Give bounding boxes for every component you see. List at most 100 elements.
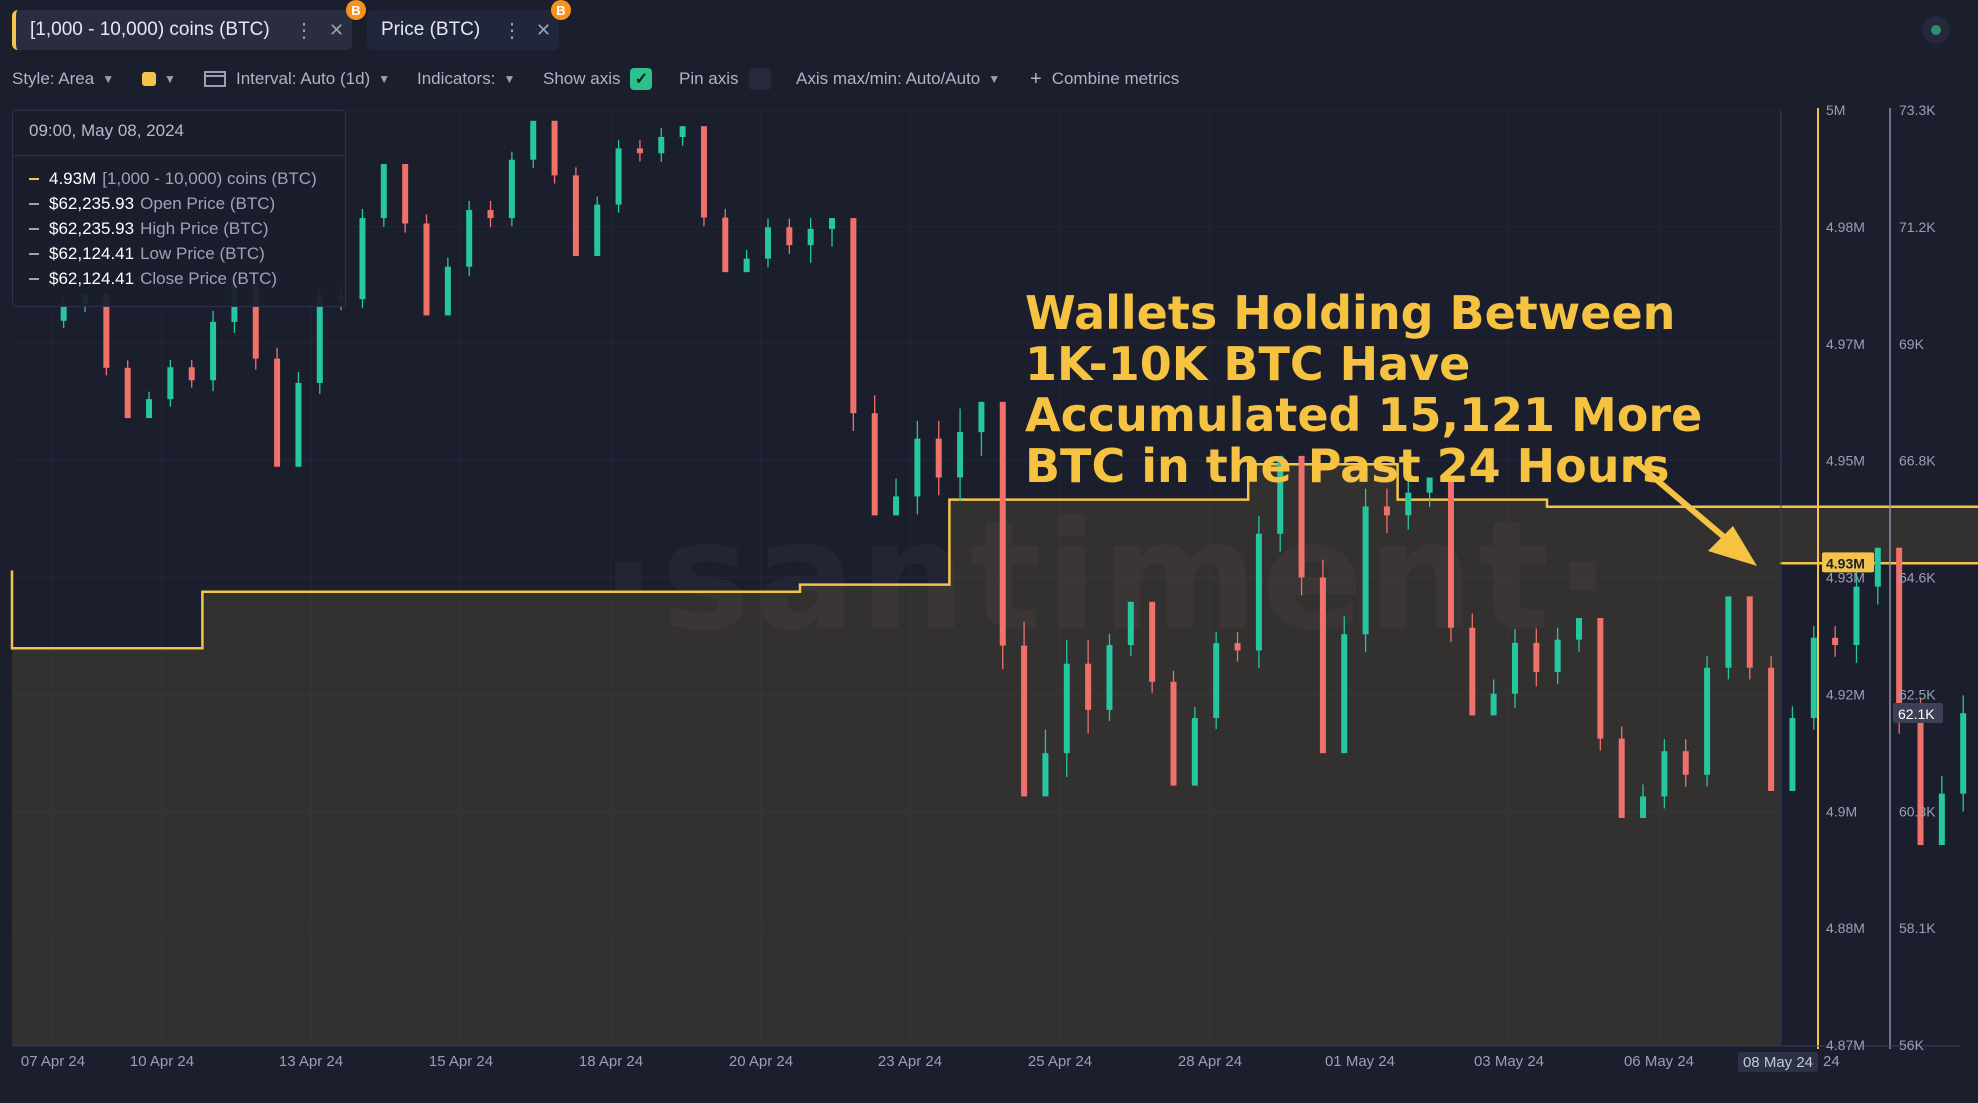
- candle-body: [466, 209, 473, 267]
- price-candle: [786, 218, 793, 254]
- show-axis-label: Show axis: [543, 69, 621, 88]
- candle-body: [1810, 637, 1817, 719]
- price-candle: [444, 257, 451, 316]
- candle-body: [1341, 634, 1348, 754]
- price-candle: [167, 359, 174, 407]
- close-icon[interactable]: ✕: [329, 19, 345, 40]
- left-axis-tick-label: 4.92M: [1826, 686, 1865, 702]
- price-candle: [1319, 559, 1326, 754]
- close-icon[interactable]: ✕: [536, 19, 552, 40]
- checkbox-checked-icon[interactable]: ✓: [630, 68, 653, 90]
- price-candle: [829, 218, 836, 247]
- price-candle: [1490, 679, 1497, 716]
- candle-body: [1661, 751, 1668, 797]
- price-candle: [423, 214, 430, 316]
- axis-maxmin-dropdown[interactable]: Axis max/min: Auto/Auto ▼: [796, 66, 1000, 92]
- price-candle: [295, 371, 302, 467]
- candle-body: [893, 496, 900, 516]
- price-candle: [1469, 613, 1476, 716]
- price-candle: [1383, 488, 1390, 534]
- price-candle: [380, 164, 387, 228]
- candle-body: [1768, 667, 1775, 791]
- candle-body: [935, 438, 942, 478]
- price-candle: [1042, 729, 1049, 797]
- left-axis-tick-label: 4.95M: [1826, 453, 1865, 469]
- candle-body: [1469, 627, 1476, 716]
- candle-body: [551, 120, 558, 176]
- tooltip-value: 4.93M: [49, 169, 97, 188]
- candle-body: [700, 126, 707, 218]
- candle-body: [1298, 455, 1305, 578]
- tooltip-row-open: $62,235.93 Open Price (BTC): [29, 193, 275, 215]
- price-candle: [487, 200, 494, 228]
- price-candle: [1661, 739, 1668, 809]
- price-candle: [1341, 616, 1348, 754]
- price-candle: [999, 401, 1006, 670]
- tooltip-label: [1,000 - 10,000) coins (BTC): [102, 169, 317, 188]
- candle-body: [1277, 455, 1284, 534]
- annotation-arrow-icon: [1629, 456, 1757, 566]
- candle-body: [423, 223, 430, 316]
- interval-label: Interval: Auto (1d): [236, 69, 371, 88]
- candle-body: [60, 304, 67, 321]
- tooltip-date: 09:00, May 08, 2024: [29, 121, 185, 140]
- right-axis-tick-label: 62.5K: [1899, 686, 1936, 702]
- style-dropdown[interactable]: Style: Area ▼: [12, 66, 114, 92]
- more-options-icon[interactable]: ⋮: [502, 19, 522, 42]
- price-candle: [1554, 627, 1561, 685]
- price-candle: [957, 408, 964, 502]
- candle-body: [1725, 596, 1732, 668]
- left-axis-tick-label: 4.88M: [1826, 920, 1865, 936]
- checkbox-empty-icon[interactable]: [748, 68, 771, 90]
- tab-holders-1k-10k[interactable]: [1,000 - 10,000) coins (BTC) ⋮ ✕ B: [12, 0, 366, 50]
- tab-price-btc[interactable]: Price (BTC) ⋮ ✕ B: [367, 0, 571, 50]
- price-candle: [1298, 455, 1305, 596]
- price-candle: [1255, 515, 1262, 669]
- price-candle: [914, 420, 921, 515]
- pin-axis-toggle[interactable]: Pin axis: [679, 66, 771, 92]
- combine-metrics-button[interactable]: + Combine metrics: [1030, 66, 1179, 92]
- price-candle: [1832, 626, 1839, 657]
- color-dropdown[interactable]: ▼: [142, 66, 176, 92]
- status-dot-icon[interactable]: [1922, 16, 1950, 44]
- price-candle: [893, 478, 900, 516]
- candle-body: [850, 218, 857, 414]
- candle-body: [210, 321, 217, 381]
- candle-body: [1597, 618, 1604, 739]
- indicators-dropdown[interactable]: Indicators: ▼: [417, 66, 515, 92]
- right-axis-tick-label: 56K: [1899, 1037, 1925, 1053]
- candle-body: [1874, 547, 1881, 587]
- more-options-icon[interactable]: ⋮: [294, 19, 314, 42]
- candle-body: [1640, 796, 1647, 819]
- right-axis-tick-label: 66.8K: [1899, 453, 1936, 469]
- calendar-icon: [204, 71, 226, 87]
- candle-body: [914, 438, 921, 497]
- candle-body: [1447, 477, 1454, 628]
- interval-dropdown[interactable]: Interval: Auto (1d) ▼: [204, 66, 390, 92]
- price-candle: [1704, 656, 1711, 787]
- tooltip-label: Open Price (BTC): [140, 194, 276, 213]
- candle-body: [679, 126, 686, 138]
- price-candle: [1447, 477, 1454, 643]
- price-candle: [1725, 596, 1732, 680]
- price-candle: [1106, 634, 1113, 721]
- annotation-line: 1K-10K BTC Have: [1025, 337, 1471, 391]
- candle-body: [1511, 642, 1518, 694]
- show-axis-toggle[interactable]: Show axis ✓: [543, 66, 653, 92]
- area-fill: [12, 464, 1978, 1045]
- candle-body: [1255, 533, 1262, 651]
- price-candles: [60, 120, 1967, 846]
- right-axis-tick-label: 73.3K: [1899, 102, 1936, 118]
- candle-body: [572, 175, 579, 256]
- price-candle: [1511, 628, 1518, 708]
- candle-body: [1746, 596, 1753, 668]
- candle-body: [359, 218, 366, 300]
- left-axis-tick-label: 4.87M: [1826, 1037, 1865, 1053]
- candle-body: [1896, 547, 1903, 716]
- price-candle: [188, 359, 195, 388]
- pin-axis-label: Pin axis: [679, 69, 739, 88]
- bitcoin-icon: B: [346, 0, 366, 20]
- annotation-line: Accumulated 15,121 More: [1025, 388, 1703, 442]
- tooltip-value: $62,235.93: [49, 219, 135, 238]
